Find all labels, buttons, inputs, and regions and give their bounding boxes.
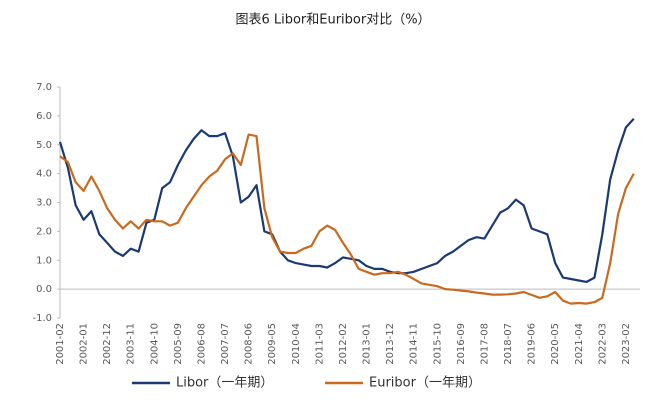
y-tick-label: 0.0: [36, 284, 52, 295]
y-tick-label: 2.0: [36, 226, 52, 237]
x-tick-label: 2002-12: [102, 323, 113, 365]
y-tick-label: 4.0: [36, 169, 52, 180]
y-tick-label: 3.0: [36, 198, 52, 209]
x-tick-label: 2021-04: [574, 323, 585, 365]
x-tick-label: 2013-01: [362, 323, 373, 365]
x-tick-label: 2006-08: [196, 323, 207, 365]
x-tick-label: 2022-03: [597, 323, 608, 365]
x-tick-label: 2004-10: [149, 323, 160, 365]
x-tick-label: 2001-02: [55, 323, 66, 365]
x-tick-label: 2003-11: [126, 323, 137, 365]
y-tick-label: 6.0: [36, 111, 52, 122]
legend-label: Euribor（一年期）: [369, 376, 481, 391]
x-tick-label: 2005-09: [173, 323, 184, 365]
x-tick-label: 2008-06: [244, 323, 255, 365]
x-tick-label: 2023-02: [621, 323, 632, 365]
line-series: [58, 118, 635, 283]
x-tick-label: 2012-02: [338, 323, 349, 365]
line-series: [59, 133, 635, 305]
legend-label: Libor（一年期）: [176, 376, 273, 391]
y-tick-label: -1.0: [32, 313, 52, 324]
x-tick-label: 2014-11: [409, 323, 420, 365]
x-tick-label: 2018-07: [503, 323, 514, 365]
x-tick-label: 2011-03: [314, 323, 325, 365]
chart-title: 图表6 Libor和Euribor对比（%）: [235, 13, 430, 28]
x-tick-label: 2013-12: [385, 323, 396, 365]
x-tick-label: 2002-01: [79, 323, 90, 365]
x-tick-label: 2020-05: [550, 323, 561, 365]
x-tick-label: 2007-07: [220, 323, 231, 365]
y-tick-label: 7.0: [36, 82, 52, 93]
x-tick-label: 2015-10: [432, 323, 443, 365]
x-tick-label: 2009-05: [267, 323, 278, 365]
y-tick-label: 1.0: [36, 255, 52, 266]
x-tick-label: 2019-06: [527, 323, 538, 365]
x-tick-label: 2016-09: [456, 323, 467, 365]
x-tick-label: 2010-04: [291, 323, 302, 365]
y-tick-label: 5.0: [36, 140, 52, 151]
x-tick-label: 2017-08: [479, 323, 490, 365]
